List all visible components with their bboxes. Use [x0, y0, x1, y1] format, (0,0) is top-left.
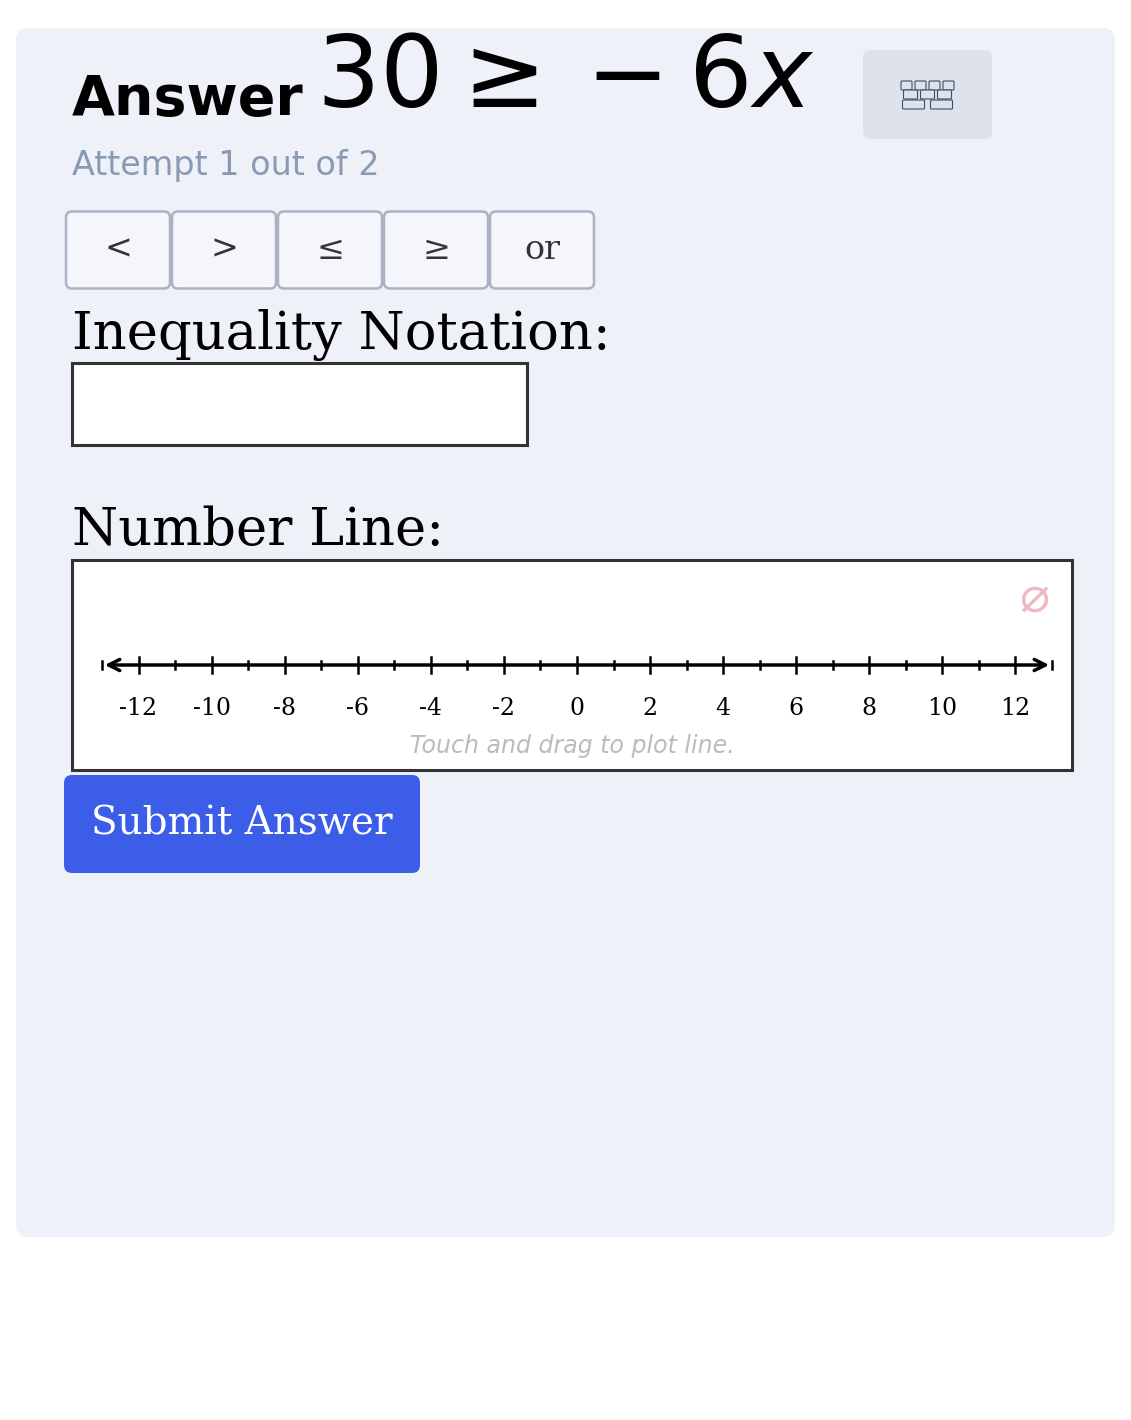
Text: 0: 0 [570, 697, 585, 720]
Text: Attempt 1 out of 2: Attempt 1 out of 2 [72, 149, 380, 182]
FancyBboxPatch shape [943, 81, 955, 89]
Text: 10: 10 [927, 697, 958, 720]
Text: ≤: ≤ [316, 234, 344, 266]
FancyBboxPatch shape [66, 212, 170, 288]
FancyBboxPatch shape [863, 50, 992, 139]
FancyBboxPatch shape [938, 89, 951, 99]
FancyBboxPatch shape [915, 81, 926, 89]
Text: >: > [210, 234, 238, 266]
Text: ⌀: ⌀ [1019, 574, 1050, 622]
FancyBboxPatch shape [929, 81, 940, 89]
FancyBboxPatch shape [172, 212, 276, 288]
Text: <: < [104, 234, 132, 266]
Text: ≥: ≥ [422, 234, 450, 266]
Text: 4: 4 [716, 697, 731, 720]
Text: -10: -10 [192, 697, 231, 720]
Text: 8: 8 [862, 697, 877, 720]
FancyBboxPatch shape [16, 28, 1115, 1237]
FancyBboxPatch shape [72, 559, 1072, 770]
FancyBboxPatch shape [278, 212, 382, 288]
FancyBboxPatch shape [72, 364, 527, 444]
Text: -6: -6 [346, 697, 369, 720]
FancyBboxPatch shape [490, 212, 594, 288]
Text: -8: -8 [274, 697, 296, 720]
FancyBboxPatch shape [921, 89, 934, 99]
Text: 2: 2 [642, 697, 657, 720]
Text: Touch and drag to plot line.: Touch and drag to plot line. [409, 734, 734, 758]
Text: -2: -2 [492, 697, 516, 720]
Text: $30 \geq -6x$: $30 \geq -6x$ [316, 31, 814, 128]
Text: 6: 6 [788, 697, 804, 720]
FancyBboxPatch shape [903, 99, 924, 109]
FancyBboxPatch shape [901, 81, 912, 89]
FancyBboxPatch shape [385, 212, 487, 288]
Text: -12: -12 [120, 697, 157, 720]
FancyBboxPatch shape [904, 89, 917, 99]
Text: -4: -4 [420, 697, 442, 720]
Text: Number Line:: Number Line: [72, 504, 444, 555]
Text: Inequality Notation:: Inequality Notation: [72, 310, 611, 361]
Text: or: or [524, 234, 560, 266]
Text: Answer: Answer [72, 72, 304, 126]
Text: 12: 12 [1000, 697, 1030, 720]
FancyBboxPatch shape [931, 99, 952, 109]
Text: Submit Answer: Submit Answer [92, 805, 392, 842]
FancyBboxPatch shape [64, 775, 420, 873]
